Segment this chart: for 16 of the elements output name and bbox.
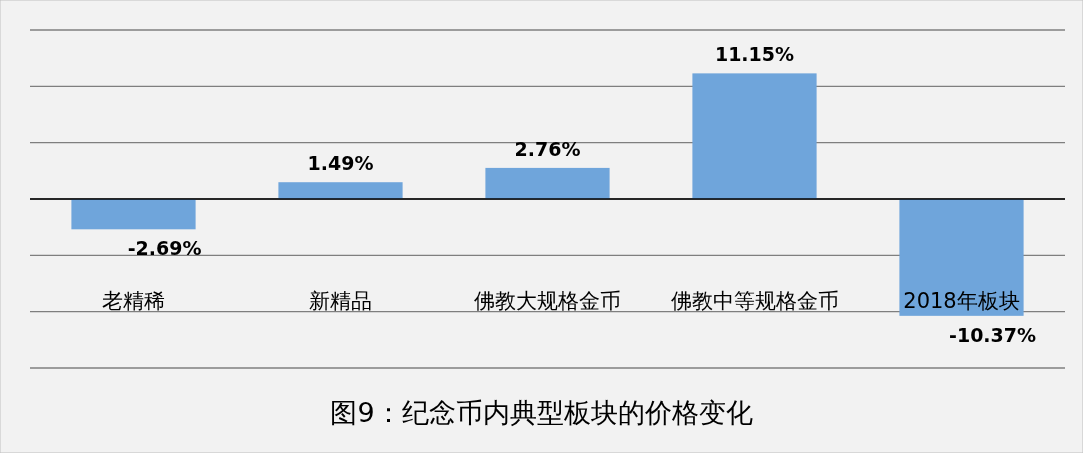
x-tick-label: 2018年板块: [903, 289, 1020, 313]
text: 图9：纪念币内典型板块的价格变化: [330, 397, 753, 428]
bar: [485, 167, 610, 199]
x-tick-label: 新精品: [309, 289, 372, 313]
bar: [71, 199, 196, 230]
data-label: -10.37%: [949, 323, 1037, 346]
bar: [899, 199, 1024, 316]
data-label: 2.76%: [514, 137, 581, 160]
bar: [278, 182, 403, 199]
x-tick-label: 老精稀: [102, 289, 165, 313]
data-label: 1.49%: [307, 152, 374, 175]
bar: [692, 73, 817, 199]
data-label: -2.69%: [127, 237, 202, 260]
x-tick-label: 佛教大规格金币: [474, 289, 621, 313]
data-label: 11.15%: [714, 43, 795, 66]
x-tick-label: 佛教中等规格金币: [670, 289, 839, 313]
